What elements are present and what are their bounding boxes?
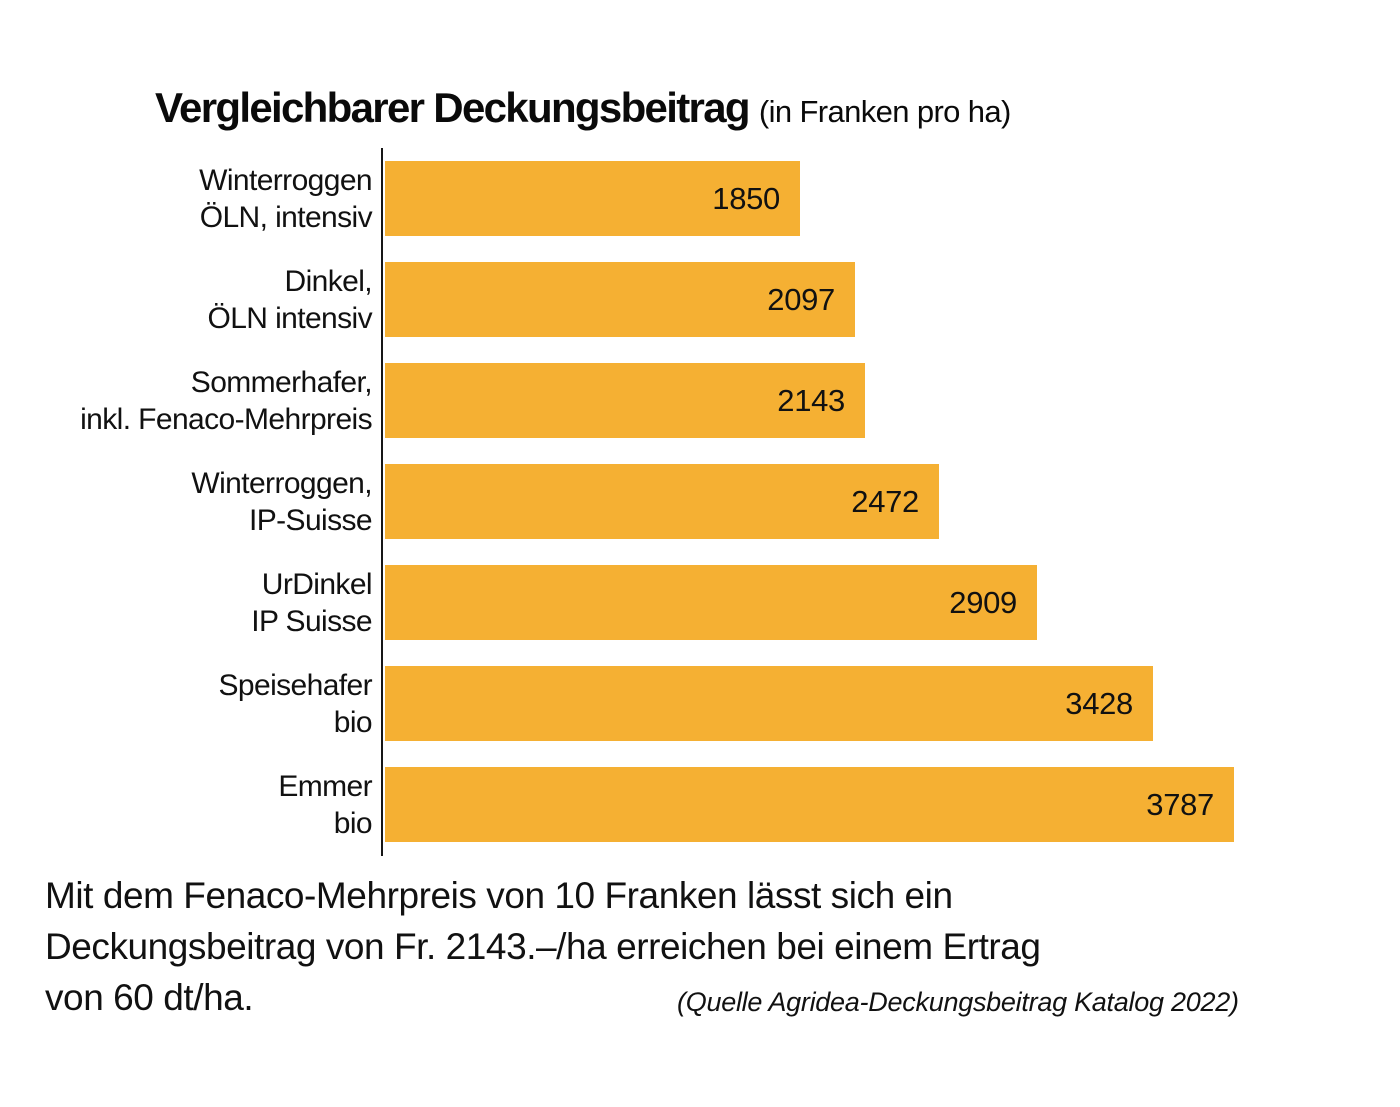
chart-title: Vergleichbarer Deckungsbeitrag (in Franke… xyxy=(155,84,1011,142)
bar-label-line: Winterroggen, xyxy=(191,466,372,500)
footnote: Mit dem Fenaco-Mehrpreis von 10 Franken … xyxy=(45,870,1041,1023)
bar-value-label: 2143 xyxy=(777,382,845,418)
bar-label: Dinkel, ÖLN intensiv xyxy=(0,262,372,337)
bar-label-line: Speisehafer xyxy=(218,668,372,702)
bar-chart: Winterroggen ÖLN, intensiv 1850 Dinkel, ÖLN … xyxy=(0,161,1234,842)
footnote-line-2: Deckungsbeitrag von Fr. 2143.–/ha erreic… xyxy=(45,926,1041,967)
bar-value-label: 2097 xyxy=(767,281,835,317)
bar: 2472 xyxy=(385,464,939,539)
bar-label-line: Sommerhafer, xyxy=(190,365,373,399)
bar-label: Emmer bio xyxy=(0,767,372,842)
bar: 1850 xyxy=(385,161,800,236)
footnote-line-1: Mit dem Fenaco-Mehrpreis von 10 Franken … xyxy=(45,875,953,916)
bar-label-line: IP-Suisse xyxy=(249,503,373,537)
bar: 2143 xyxy=(385,363,865,438)
bar-label: Winterroggen, IP-Suisse xyxy=(0,464,372,539)
bar-label: Sommerhafer, inkl. Fenaco-Mehrpreis xyxy=(0,363,373,438)
source-note: (Quelle Agridea-Deckungsbeitrag Katalog … xyxy=(677,987,1239,1017)
bar-label-line: Winterroggen xyxy=(199,163,372,197)
bar-label-line: IP Suisse xyxy=(251,604,372,638)
bar-value-label: 3787 xyxy=(1146,786,1214,822)
bar-label-line: ÖLN, intensiv xyxy=(199,200,373,234)
chart-title-main: Vergleichbarer Deckungsbeitrag xyxy=(155,84,751,131)
bar-label: Winterroggen ÖLN, intensiv xyxy=(0,161,372,236)
bar-label-line: inkl. Fenaco-Mehrpreis xyxy=(80,402,373,436)
chart-title-unit: (in Franken pro ha) xyxy=(758,94,1011,129)
bar: 3787 xyxy=(385,767,1234,842)
bar: 2097 xyxy=(385,262,855,337)
bar-value-label: 2909 xyxy=(949,584,1017,620)
bar-label-line: UrDinkel xyxy=(261,567,373,601)
footnote-line-3: von 60 dt/ha. xyxy=(45,977,254,1018)
bar-label: Speisehafer bio xyxy=(0,666,372,741)
bar-label-line: Emmer xyxy=(278,769,372,803)
bar-label-line: ÖLN intensiv xyxy=(207,301,372,335)
bar-label-line: Dinkel, xyxy=(284,264,373,298)
bar: 3428 xyxy=(385,666,1153,741)
bar-value-label: 1850 xyxy=(712,180,780,216)
bar-label: UrDinkel IP Suisse xyxy=(0,565,372,640)
y-axis-baseline xyxy=(381,148,383,856)
bar-label-line: bio xyxy=(333,806,373,840)
bar-label-line: bio xyxy=(333,705,373,739)
bar-value-label: 3428 xyxy=(1065,685,1133,721)
bar: 2909 xyxy=(385,565,1037,640)
bar-value-label: 2472 xyxy=(851,483,919,519)
